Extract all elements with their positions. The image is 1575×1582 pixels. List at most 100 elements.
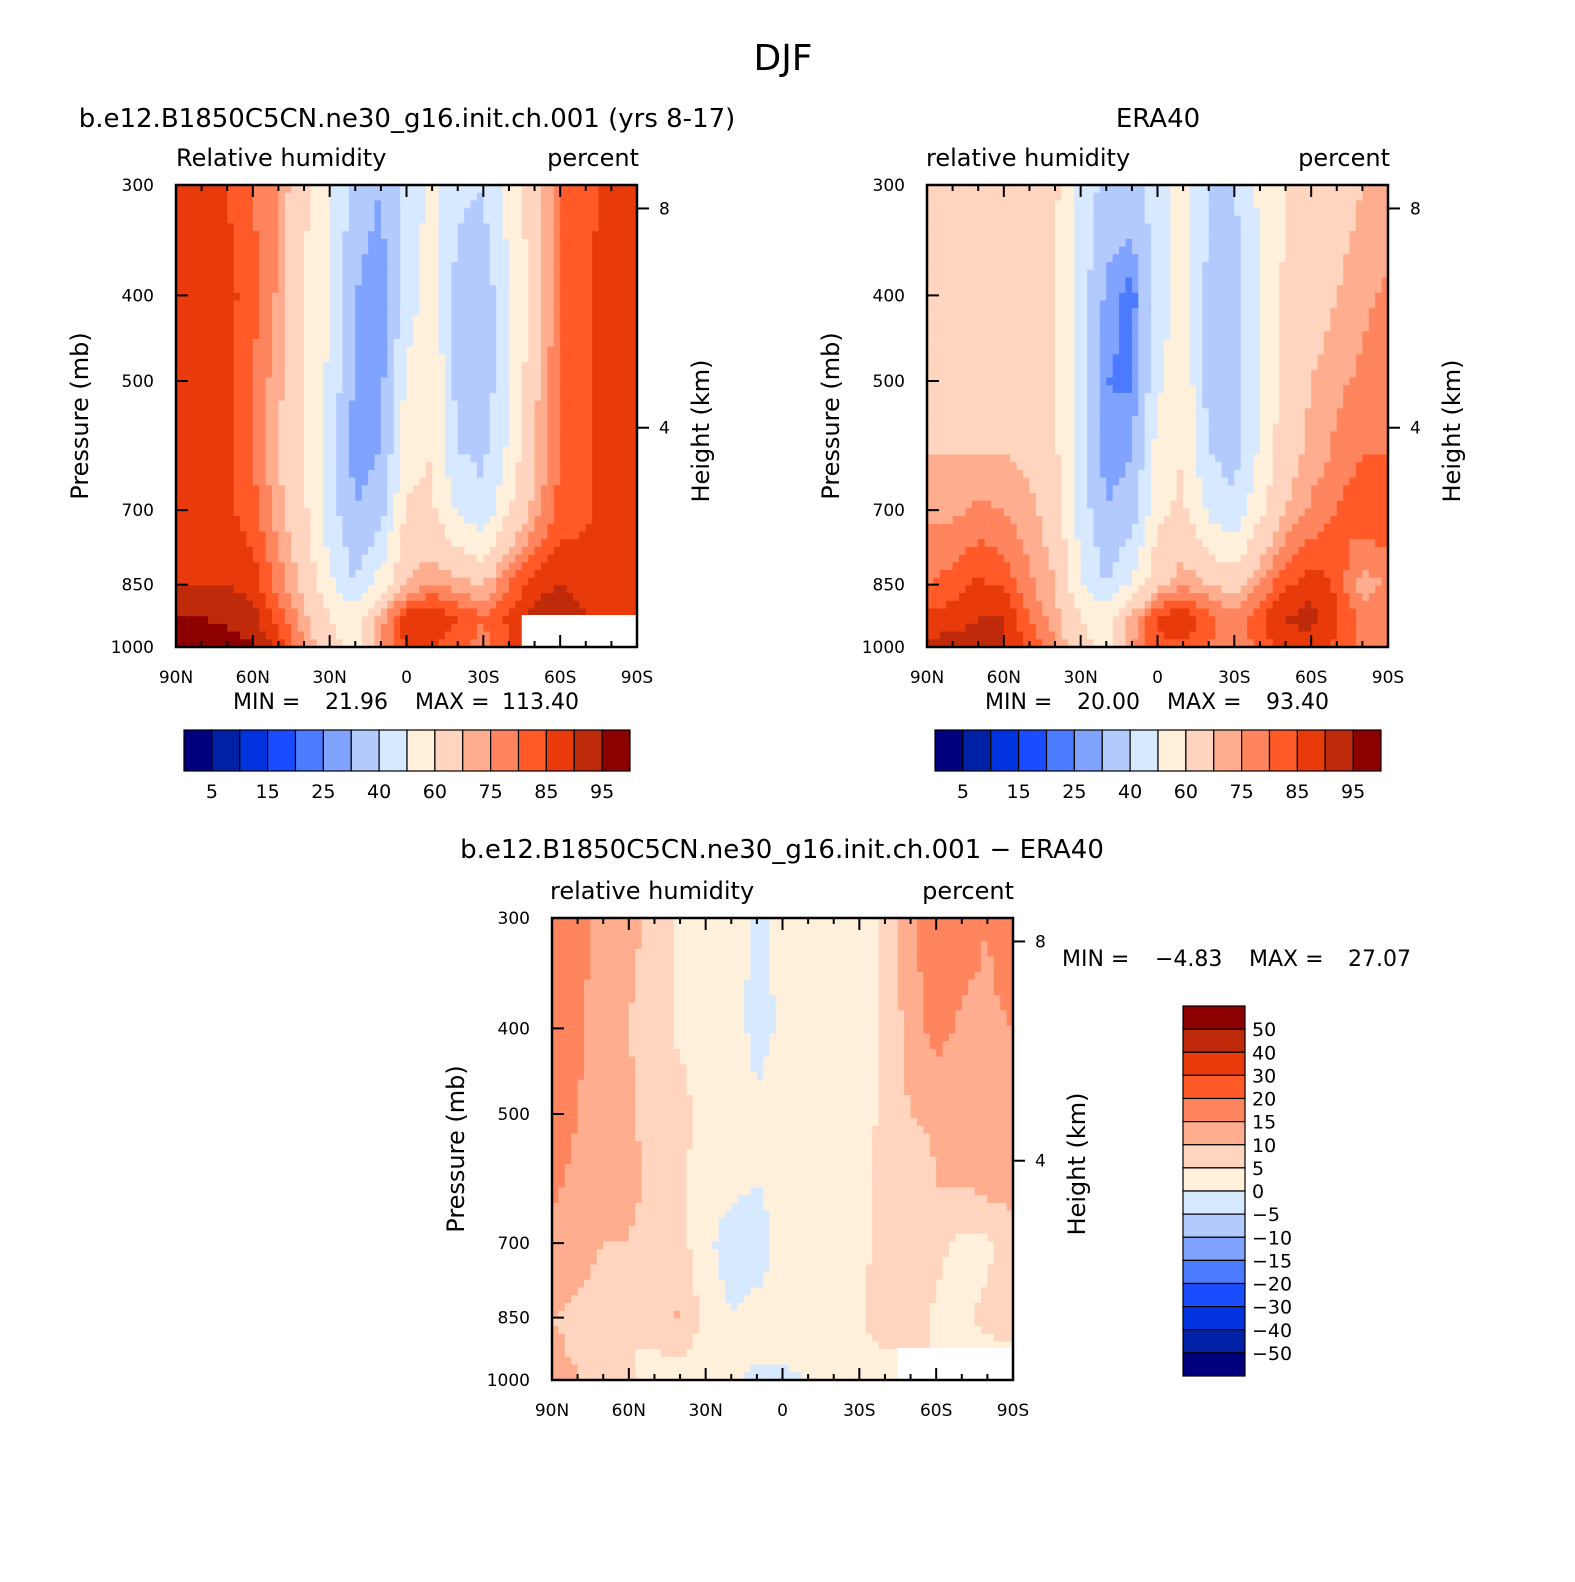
field-cell <box>272 455 279 463</box>
field-cell <box>381 609 388 617</box>
field-cell <box>483 539 490 547</box>
field-cell <box>426 609 433 617</box>
field-cell <box>368 431 375 439</box>
field-cell <box>573 508 580 516</box>
field-cell <box>471 393 478 401</box>
field-cell <box>515 231 522 239</box>
field-cell <box>496 254 503 262</box>
field-cell <box>259 216 266 224</box>
field-cell <box>579 347 586 355</box>
field-cell <box>323 516 330 524</box>
field-cell <box>426 285 433 293</box>
field-cell <box>362 331 369 339</box>
field-cell <box>298 254 305 262</box>
field-cell <box>1311 216 1318 224</box>
field-cell <box>605 216 612 224</box>
field-cell <box>374 431 381 439</box>
field-cell <box>278 508 285 516</box>
field-cell <box>1343 216 1350 224</box>
field-cell <box>458 308 465 316</box>
field-cell <box>1286 193 1293 201</box>
field-cell <box>592 431 599 439</box>
field-cell <box>528 370 535 378</box>
field-cell <box>234 316 241 324</box>
field-cell <box>471 439 478 447</box>
field-cell <box>605 270 612 278</box>
field-cell <box>611 216 618 224</box>
field-cell <box>355 508 362 516</box>
field-cell <box>419 324 426 332</box>
field-cell <box>234 562 241 570</box>
field-cell <box>599 570 606 578</box>
field-cell <box>503 331 510 339</box>
field-cell <box>1196 216 1203 224</box>
field-cell <box>278 447 285 455</box>
field-cell <box>477 447 484 455</box>
field-cell <box>515 493 522 501</box>
panel-era40-variable-label: relative humidity <box>926 144 1130 172</box>
field-cell <box>503 270 510 278</box>
field-cell <box>368 339 375 347</box>
field-cell <box>266 524 273 532</box>
field-cell <box>978 208 985 216</box>
field-cell <box>227 316 234 324</box>
field-cell <box>611 308 618 316</box>
field-cell <box>490 478 497 486</box>
field-cell <box>477 247 484 255</box>
field-cell <box>246 224 253 232</box>
field-cell <box>445 516 452 524</box>
field-cell <box>611 316 618 324</box>
field-cell <box>483 455 490 463</box>
field-cell <box>208 339 215 347</box>
field-cell <box>1010 224 1017 232</box>
field-cell <box>426 324 433 332</box>
field-cell <box>535 285 542 293</box>
field-cell <box>624 485 631 493</box>
field-cell <box>394 408 401 416</box>
field-cell <box>253 601 260 609</box>
field-cell <box>618 501 625 509</box>
field-cell <box>528 447 535 455</box>
field-cell <box>374 316 381 324</box>
field-cell <box>214 239 221 247</box>
field-cell <box>349 524 356 532</box>
field-cell <box>240 547 247 555</box>
field-cell <box>464 508 471 516</box>
field-cell <box>246 609 253 617</box>
field-cell <box>618 331 625 339</box>
field-cell <box>291 254 298 262</box>
field-cell <box>611 354 618 362</box>
field-cell <box>599 493 606 501</box>
field-cell <box>381 277 388 285</box>
field-cell <box>272 308 279 316</box>
field-cell <box>554 539 561 547</box>
field-cell <box>202 385 209 393</box>
field-cell <box>1164 224 1171 232</box>
field-cell <box>1222 200 1229 208</box>
field-cell <box>349 455 356 463</box>
field-cell <box>611 247 618 255</box>
field-cell <box>214 401 221 409</box>
field-cell <box>278 408 285 416</box>
field-cell <box>362 539 369 547</box>
field-cell <box>573 470 580 478</box>
field-cell <box>554 316 561 324</box>
field-cell <box>272 216 279 224</box>
field-cell <box>419 485 426 493</box>
field-cell <box>528 239 535 247</box>
field-cell <box>298 200 305 208</box>
field-cell <box>202 462 209 470</box>
field-cell <box>458 393 465 401</box>
field-cell <box>362 416 369 424</box>
field-cell <box>259 254 266 262</box>
field-cell <box>240 254 247 262</box>
field-cell <box>368 624 375 632</box>
field-cell <box>432 270 439 278</box>
field-cell <box>272 378 279 386</box>
field-cell <box>445 193 452 201</box>
field-cell <box>509 416 516 424</box>
y-tick-label: 300 <box>122 176 154 196</box>
field-cell <box>259 354 266 362</box>
field-cell <box>503 624 510 632</box>
field-cell <box>291 247 298 255</box>
